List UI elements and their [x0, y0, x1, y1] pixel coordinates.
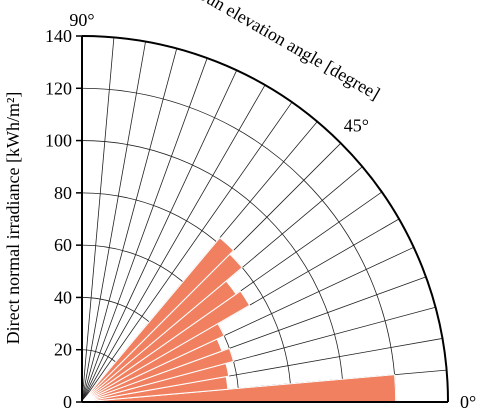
y-tick-label: 100 [45, 131, 72, 151]
radial-gridline [81, 41, 146, 403]
y-tick-label: 120 [45, 78, 72, 98]
bar-wedge [81, 237, 235, 403]
y-tick-label: 140 [45, 26, 72, 46]
radial-gridline [81, 70, 238, 403]
radius-gridline [81, 87, 397, 403]
radius-gridline [81, 140, 344, 403]
bar-layer [81, 237, 397, 403]
y-tick-label: 20 [54, 340, 72, 360]
y-tick-label: 80 [54, 183, 72, 203]
y-tick-label: 60 [54, 235, 72, 255]
angle-tick-label: 0° [460, 392, 476, 412]
y-axis-label: Direct normal irradiance [kWh/m²] [3, 92, 23, 345]
y-tick-label: 0 [63, 392, 72, 412]
angle-tick-label: 90° [69, 10, 94, 30]
axis-layer [76, 35, 449, 403]
bar-wedge [81, 290, 251, 403]
radial-gridline [81, 37, 115, 403]
radial-gridline [81, 57, 208, 403]
angle-axis-label: Sun elevation angle [degree] [195, 0, 384, 104]
y-tick-label: 40 [54, 287, 72, 307]
radial-gridline [81, 101, 293, 403]
radial-gridline [81, 48, 178, 403]
outer-arc [81, 35, 449, 403]
label-layer: Direct normal irradiance [kWh/m²] Sun el… [3, 0, 476, 412]
angle-tick-label: 45° [344, 116, 369, 136]
radial-gridline [81, 84, 266, 403]
